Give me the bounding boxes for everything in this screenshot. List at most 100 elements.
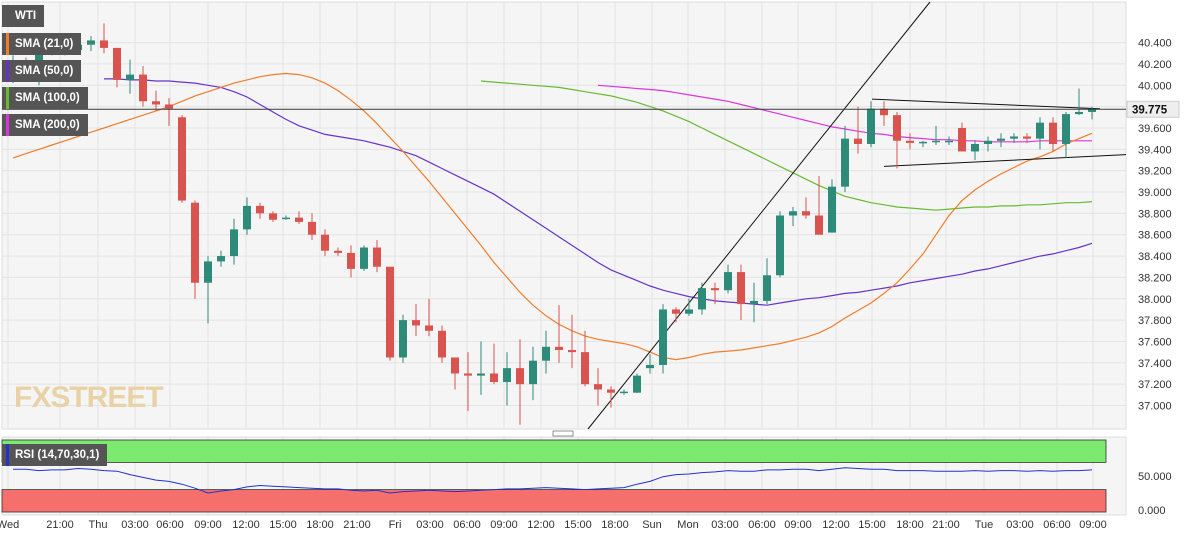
candle [685, 298, 693, 316]
candle [139, 66, 147, 107]
candle [789, 206, 797, 227]
price-label-text: 39.775 [1132, 104, 1168, 116]
rsi-y-axis: 50.000 0.000 [1138, 471, 1172, 517]
x-tick-label: 03:00 [1006, 519, 1034, 531]
legend-sma200[interactable]: SMA (200,0) [2, 114, 88, 136]
candle [555, 305, 563, 363]
x-tick-label: 06:00 [748, 519, 776, 531]
candle [1075, 88, 1083, 116]
candle [217, 250, 225, 267]
rsi-tick-label: 0.000 [1138, 505, 1166, 517]
candle-body [776, 215, 784, 276]
candle-body [659, 309, 667, 365]
candle-body [958, 127, 966, 152]
candle-body [984, 140, 992, 144]
legend-swatch-sma50 [6, 60, 9, 82]
candle [438, 325, 446, 363]
candle-body [399, 320, 407, 358]
candle-body [607, 389, 615, 393]
candle-body [347, 252, 355, 269]
candle-body [1088, 108, 1096, 112]
candle-body [113, 47, 121, 80]
x-tick-label: 03:00 [416, 519, 444, 531]
candle-body [555, 346, 563, 351]
candle-body [100, 40, 108, 48]
legend-label-wti: WTI [15, 10, 37, 22]
pennant-lower [883, 154, 1127, 167]
candle-body [594, 384, 602, 390]
x-tick-label: Tue [975, 519, 994, 531]
candle-body [204, 261, 212, 283]
x-tick-label: 09:00 [194, 519, 222, 531]
candle [373, 240, 381, 273]
candle [945, 136, 953, 146]
candle [191, 200, 199, 299]
legend-swatch-rsi [6, 444, 9, 466]
candle [854, 106, 862, 154]
y-tick-label: 37.800 [1138, 315, 1172, 327]
candle-body [126, 74, 134, 80]
x-tick-label: 15:00 [564, 519, 592, 531]
candle [581, 330, 589, 387]
candle [542, 330, 550, 374]
x-tick-label: 06:00 [1043, 519, 1071, 531]
candle-body [646, 364, 654, 369]
y-tick-label: 38.000 [1138, 294, 1172, 306]
candle-body [139, 74, 147, 102]
candle [1023, 133, 1031, 143]
legend-sma21[interactable]: SMA (21,0) [2, 33, 82, 55]
x-tick-label: 18:00 [306, 519, 334, 531]
x-tick-label: 21:00 [932, 519, 960, 531]
candle [659, 304, 667, 374]
candle [620, 389, 628, 395]
candle [906, 133, 914, 150]
candle [776, 211, 784, 278]
candle [711, 282, 719, 305]
y-tick-label: 37.000 [1138, 401, 1172, 413]
legend-rsi[interactable]: RSI (14,70,30,1) [2, 444, 108, 466]
candle-body [191, 202, 199, 283]
candle-body [698, 288, 706, 310]
x-tick-label: Thu [89, 519, 108, 531]
candle [841, 125, 849, 193]
legend-swatch-sma200 [6, 114, 9, 136]
candle-body [529, 360, 537, 385]
candle [412, 304, 420, 337]
trendline-up [587, 1, 931, 430]
candle-body [633, 375, 641, 393]
legend-wti[interactable]: WTI [2, 5, 45, 27]
candle [698, 282, 706, 315]
candle [1049, 117, 1057, 152]
candle [763, 258, 771, 305]
candles [9, 23, 1096, 425]
candle [880, 101, 888, 126]
candle [204, 256, 212, 324]
candle [451, 357, 459, 390]
candle [1010, 133, 1018, 143]
candle-body [919, 141, 927, 144]
candle [269, 211, 277, 222]
x-tick-label: 03:00 [711, 519, 739, 531]
pennant-upper [871, 98, 1101, 110]
candle-body [1023, 136, 1031, 139]
candle-body [256, 205, 264, 214]
x-tick-label: 15:00 [858, 519, 886, 531]
candle-body [711, 288, 719, 291]
candle-body [178, 117, 186, 201]
y-tick-label: 37.200 [1138, 379, 1172, 391]
x-tick-label: 12:00 [822, 519, 850, 531]
candle [347, 245, 355, 278]
legend-sma50[interactable]: SMA (50,0) [2, 60, 82, 82]
legend-sma100[interactable]: SMA (100,0) [2, 87, 88, 109]
x-tick-label: Wed [0, 519, 19, 531]
candle [308, 213, 316, 241]
candle [360, 245, 368, 272]
candle-body [360, 247, 368, 269]
candle [529, 346, 537, 401]
candle-body [217, 256, 225, 262]
candle-body [932, 140, 940, 143]
x-tick-label: 18:00 [601, 519, 629, 531]
legend-swatch-wti [6, 5, 9, 27]
y-tick-label: 39.000 [1138, 187, 1172, 199]
